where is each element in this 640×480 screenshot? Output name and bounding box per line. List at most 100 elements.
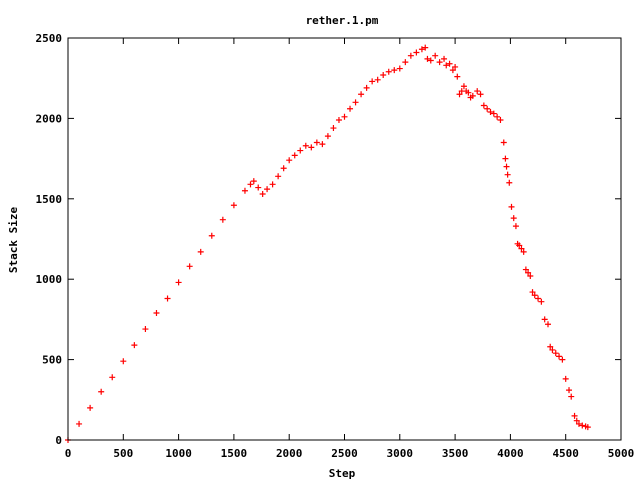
data-point <box>250 178 257 185</box>
plot-frame <box>67 37 622 441</box>
y-tick-label: 1500 <box>36 193 63 206</box>
data-point <box>175 279 182 286</box>
data-point <box>347 105 354 112</box>
data-point <box>547 343 554 350</box>
data-point <box>443 62 450 69</box>
data-point <box>556 353 563 360</box>
x-tick-label: 4500 <box>552 447 579 460</box>
data-point <box>76 420 83 427</box>
data-point <box>500 139 507 146</box>
data-point <box>291 152 298 159</box>
y-tick-label: 500 <box>42 354 62 367</box>
data-point <box>508 203 515 210</box>
data-point <box>286 157 293 164</box>
data-point <box>352 99 359 106</box>
data-point <box>522 266 529 273</box>
data-point <box>255 184 262 191</box>
data-point <box>474 88 481 95</box>
data-point <box>579 422 586 429</box>
data-point <box>424 55 431 62</box>
data-point <box>566 387 573 394</box>
data-point <box>308 144 315 151</box>
data-point <box>477 91 484 98</box>
data-point <box>186 263 193 270</box>
x-axis-label: Step <box>329 467 356 480</box>
data-point <box>269 181 276 188</box>
data-point <box>446 60 453 67</box>
data-point <box>538 298 545 305</box>
x-tick-label: 2000 <box>276 447 303 460</box>
data-point <box>480 102 487 109</box>
data-points <box>65 44 591 443</box>
data-point <box>131 342 138 349</box>
data-point <box>575 420 582 427</box>
data-point <box>487 108 494 115</box>
data-point <box>358 91 365 98</box>
data-point <box>510 215 517 222</box>
data-point <box>396 65 403 72</box>
data-point <box>502 155 509 162</box>
data-point <box>391 67 398 74</box>
data-point <box>520 248 527 255</box>
data-point <box>518 245 525 252</box>
y-tick-label: 2500 <box>36 32 63 45</box>
x-tick-label: 2500 <box>331 447 358 460</box>
data-point <box>280 165 287 172</box>
data-point <box>241 187 248 194</box>
x-tick-label: 4000 <box>497 447 524 460</box>
chart-title: rether.1.pm <box>306 14 379 27</box>
x-tick-label: 0 <box>65 447 72 460</box>
x-tick-label: 5000 <box>608 447 635 460</box>
y-tick-label: 0 <box>55 434 62 447</box>
data-point <box>527 272 534 279</box>
data-point <box>484 105 491 112</box>
y-tick-label: 1000 <box>36 273 63 286</box>
data-point <box>208 232 215 239</box>
data-point <box>531 292 538 299</box>
data-point <box>552 350 559 357</box>
data-point <box>418 46 425 53</box>
data-point <box>469 92 476 99</box>
data-point <box>402 59 409 66</box>
x-tick-label: 3500 <box>442 447 469 460</box>
data-point <box>230 202 237 209</box>
data-point <box>422 44 429 51</box>
x-tick-label: 1000 <box>165 447 192 460</box>
data-point <box>335 117 342 124</box>
data-point <box>562 375 569 382</box>
x-tick-label: 500 <box>113 447 133 460</box>
data-point <box>497 117 504 124</box>
data-point <box>504 171 511 178</box>
data-point <box>219 216 226 223</box>
x-tick-label: 3000 <box>387 447 414 460</box>
data-point <box>452 63 459 70</box>
data-point <box>545 321 552 328</box>
data-point <box>549 346 556 353</box>
data-point <box>247 181 254 188</box>
data-point <box>275 173 282 180</box>
data-point <box>490 110 497 117</box>
data-point <box>454 73 461 80</box>
data-point <box>516 242 523 249</box>
data-point <box>541 316 548 323</box>
data-point <box>441 55 448 62</box>
y-axis-label: Stack Size <box>7 207 20 274</box>
data-point <box>571 412 578 419</box>
data-point <box>120 358 127 365</box>
data-point <box>503 163 510 170</box>
data-point <box>164 295 171 302</box>
data-point <box>330 125 337 132</box>
data-point <box>153 309 160 316</box>
data-point <box>297 147 304 154</box>
data-point <box>259 190 266 197</box>
data-point <box>494 113 501 120</box>
x-tick-label: 1500 <box>221 447 248 460</box>
data-point <box>197 248 204 255</box>
data-point <box>264 186 271 193</box>
data-point <box>385 68 392 75</box>
data-point <box>407 52 414 59</box>
data-point <box>341 113 348 120</box>
data-point <box>529 289 536 296</box>
data-point <box>380 71 387 78</box>
